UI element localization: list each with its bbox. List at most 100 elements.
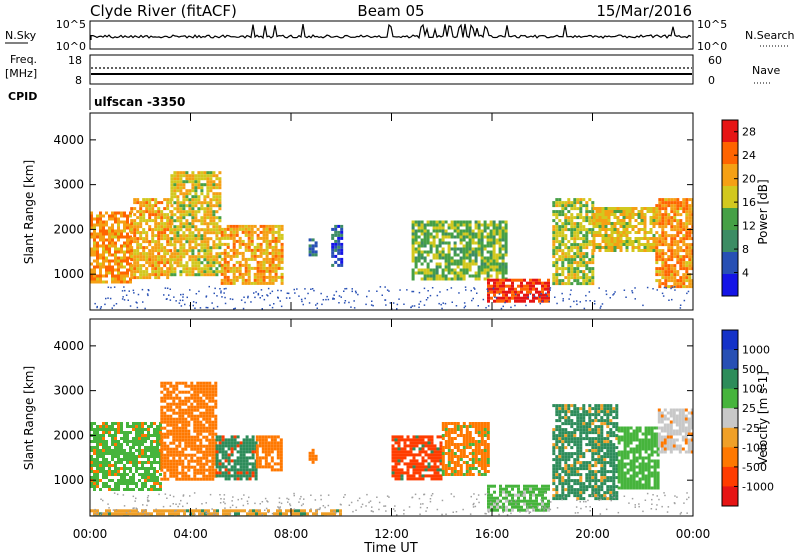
scatter-cell: [502, 296, 505, 300]
scatter-cell: [96, 259, 99, 263]
scatter-cell: [99, 226, 102, 230]
scatter-cell: [247, 257, 251, 261]
noise-dot: [142, 301, 144, 303]
scatter-cell: [166, 393, 170, 397]
scatter-cell: [544, 287, 547, 291]
scatter-cell: [561, 258, 565, 262]
scatter-cell: [144, 428, 147, 431]
noise-dot: [533, 295, 536, 298]
scatter-cell: [267, 435, 271, 439]
scatter-cell: [172, 468, 176, 472]
scatter-cell: [151, 213, 155, 217]
scatter-cell: [670, 207, 674, 211]
scatter-cell: [126, 467, 129, 470]
scatter-cell: [406, 474, 410, 478]
noise-dot: [683, 299, 686, 302]
scatter-cell: [185, 210, 189, 214]
scatter-cell: [148, 273, 152, 277]
scatter-cell: [459, 262, 463, 266]
scatter-cell: [108, 238, 111, 242]
scatter-cell: [102, 262, 105, 266]
scatter-cell: [535, 290, 538, 294]
scatter-cell: [418, 450, 422, 454]
noise-dot: [455, 305, 458, 307]
scatter-cell: [175, 429, 179, 433]
scatter-cell: [640, 249, 644, 252]
noise-dot: [132, 289, 135, 292]
noise-dot: [313, 289, 315, 292]
scatter-cell: [267, 465, 271, 469]
scatter-cell: [406, 468, 410, 472]
scatter-cell: [483, 226, 487, 230]
noise-dot: [123, 286, 125, 288]
noise-dot: [125, 294, 128, 296]
scatter-cell: [495, 232, 499, 236]
scatter-cell: [156, 425, 159, 428]
scatter-cell: [520, 287, 523, 291]
scatter-cell: [501, 229, 505, 233]
scatter-cell: [595, 216, 599, 219]
scatter-cell: [250, 236, 254, 240]
scatter-cell: [181, 435, 185, 439]
scatter-cell: [160, 237, 164, 241]
scatter-cell: [163, 246, 167, 250]
scatter-cell: [670, 237, 674, 241]
scatter-cell: [465, 235, 469, 239]
scatter-cell: [474, 461, 478, 464]
scatter-cell: [166, 447, 170, 451]
scatter-cell: [391, 453, 395, 457]
scatter-cell: [453, 262, 457, 266]
scatter-cell: [273, 435, 277, 439]
scatter-cell: [144, 434, 147, 437]
scatter-cell: [438, 220, 442, 224]
scatter-cell: [111, 253, 114, 257]
scatter-cell: [120, 271, 123, 275]
scatter-cell: [190, 387, 194, 391]
scatter-cell: [129, 455, 132, 458]
scatter-cell: [334, 224, 338, 228]
scatter-cell: [114, 464, 117, 467]
scatter-cell: [412, 465, 416, 469]
scatter-cell: [486, 265, 490, 269]
scatter-cell: [139, 252, 143, 256]
scatter-cell: [90, 482, 93, 485]
scatter-cell: [610, 231, 614, 234]
scatter-cell: [96, 446, 99, 449]
scatter-cell: [535, 287, 538, 291]
scatter-cell: [490, 493, 493, 497]
scatter-cell: [493, 287, 496, 291]
scatter-cell: [178, 477, 182, 481]
scatter-cell: [555, 216, 559, 220]
scatter-cell: [462, 262, 466, 266]
scatter-cell: [175, 453, 179, 457]
scatter-cell: [561, 282, 565, 286]
scatter-cell: [501, 271, 505, 275]
scatter-cell: [397, 447, 401, 451]
scatter-cell: [157, 228, 161, 232]
scatter-cell: [477, 431, 481, 434]
scatter-cell: [203, 219, 207, 223]
scatter-cell: [203, 252, 207, 256]
noise-dot: [316, 307, 318, 309]
scatter-cell: [241, 272, 245, 276]
scatter-cell: [652, 213, 656, 216]
scatter-cell: [523, 296, 526, 300]
noise-dot: [212, 307, 215, 310]
scatter-cell: [433, 465, 437, 469]
scatter-cell: [160, 426, 164, 430]
scatter-cell: [411, 235, 415, 239]
scatter-cell: [169, 261, 173, 265]
noise-dot: [642, 304, 644, 307]
scatter-cell: [492, 220, 496, 224]
scatter-cell: [435, 226, 439, 230]
scatter-cell: [400, 474, 404, 478]
scatter-cell: [610, 234, 614, 237]
scatter-cell: [424, 441, 428, 445]
noise-dot: [482, 298, 485, 301]
noise-dot: [423, 287, 426, 290]
scatter-cell: [135, 422, 138, 425]
scatter-cell: [480, 262, 484, 266]
scatter-cell: [432, 271, 436, 275]
scatter-cell: [126, 431, 129, 434]
